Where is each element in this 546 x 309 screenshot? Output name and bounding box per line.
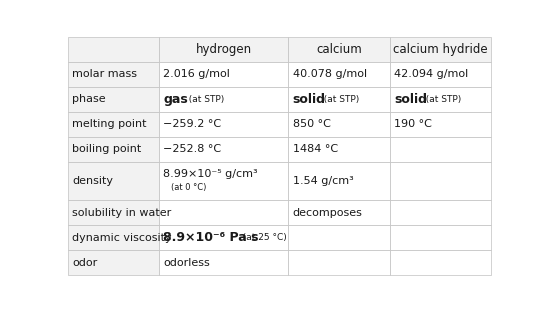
Bar (159, 250, 288, 275)
Bar (68, 225, 159, 250)
Bar (288, 250, 390, 275)
Bar (390, 137, 491, 162)
Bar (68, 137, 159, 162)
Text: density: density (73, 176, 114, 186)
Text: 42.094 g/mol: 42.094 g/mol (394, 70, 468, 79)
Text: (at STP): (at STP) (318, 95, 359, 104)
Bar (390, 250, 491, 275)
Bar (159, 112, 288, 137)
Text: odorless: odorless (163, 257, 210, 268)
Text: 1.54 g/cm³: 1.54 g/cm³ (293, 176, 353, 186)
Bar (288, 225, 390, 250)
Bar (390, 112, 491, 137)
Bar (288, 62, 390, 87)
Text: gas: gas (163, 93, 188, 106)
Bar (159, 162, 288, 200)
Text: (at STP): (at STP) (183, 95, 224, 104)
Text: boiling point: boiling point (73, 144, 142, 154)
Text: −252.8 °C: −252.8 °C (163, 144, 222, 154)
Bar (68, 62, 159, 87)
Text: decomposes: decomposes (293, 208, 363, 218)
Text: solid: solid (293, 93, 325, 106)
Text: dynamic viscosity: dynamic viscosity (73, 233, 172, 243)
Bar (159, 37, 288, 62)
Bar (159, 225, 288, 250)
Bar (68, 112, 159, 137)
Text: odor: odor (73, 257, 98, 268)
Bar (68, 37, 159, 62)
Bar (68, 87, 159, 112)
Bar (159, 62, 288, 87)
Text: (at 25 °C): (at 25 °C) (238, 233, 287, 242)
Text: (at STP): (at STP) (420, 95, 461, 104)
Text: melting point: melting point (73, 119, 147, 129)
Bar (390, 62, 491, 87)
Text: solubility in water: solubility in water (73, 208, 172, 218)
Bar (390, 225, 491, 250)
Bar (288, 87, 390, 112)
Bar (288, 200, 390, 225)
Bar (390, 162, 491, 200)
Text: −259.2 °C: −259.2 °C (163, 119, 222, 129)
Bar (288, 137, 390, 162)
Text: (at 0 °C): (at 0 °C) (171, 184, 206, 193)
Bar (68, 162, 159, 200)
Text: 40.078 g/mol: 40.078 g/mol (293, 70, 367, 79)
Text: calcium hydride: calcium hydride (393, 43, 488, 56)
Text: 190 °C: 190 °C (394, 119, 432, 129)
Bar (68, 200, 159, 225)
Text: 1484 °C: 1484 °C (293, 144, 337, 154)
Bar (288, 37, 390, 62)
Text: solid: solid (394, 93, 427, 106)
Bar (159, 200, 288, 225)
Bar (390, 87, 491, 112)
Text: phase: phase (73, 95, 106, 104)
Text: calcium: calcium (316, 43, 362, 56)
Bar (68, 250, 159, 275)
Bar (288, 112, 390, 137)
Text: 850 °C: 850 °C (293, 119, 330, 129)
Bar (288, 162, 390, 200)
Bar (159, 87, 288, 112)
Bar (390, 200, 491, 225)
Text: 8.9×10⁻⁶ Pa s: 8.9×10⁻⁶ Pa s (163, 231, 259, 244)
Text: molar mass: molar mass (73, 70, 138, 79)
Text: 8.99×10⁻⁵ g/cm³: 8.99×10⁻⁵ g/cm³ (163, 169, 258, 179)
Text: hydrogen: hydrogen (195, 43, 252, 56)
Text: 2.016 g/mol: 2.016 g/mol (163, 70, 230, 79)
Bar (390, 37, 491, 62)
Bar (159, 137, 288, 162)
